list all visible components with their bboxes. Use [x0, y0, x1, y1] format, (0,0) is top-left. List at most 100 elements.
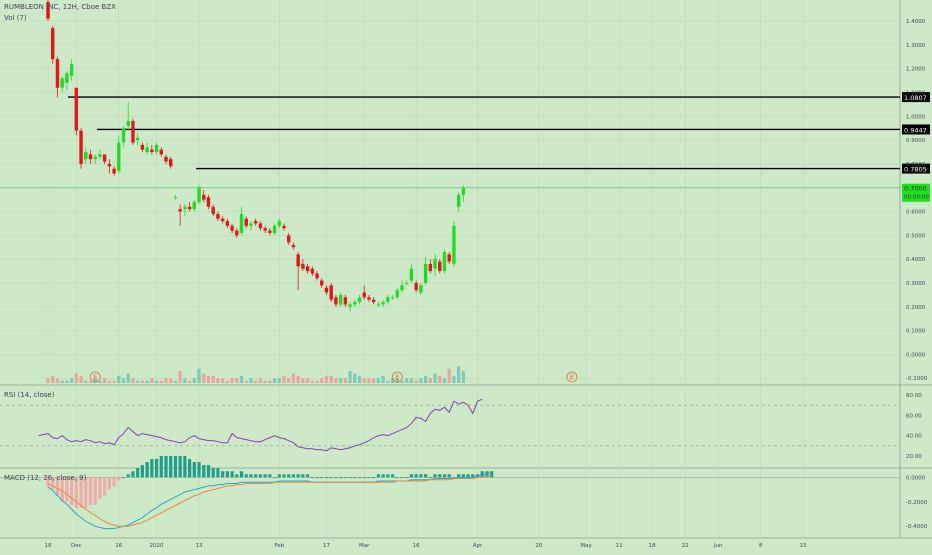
price-tick-label: 0.6000 [906, 210, 926, 216]
volume-bar [315, 380, 319, 383]
macd-histogram-bar [173, 455, 178, 478]
earnings-marker-label: E [93, 374, 97, 382]
candle-body [154, 144, 159, 153]
level-label-box [902, 92, 930, 103]
candle-body [301, 263, 305, 269]
time-tick-label: 2020 [150, 543, 164, 549]
current-price-box [902, 183, 930, 202]
time-tick-label: 16 [115, 543, 122, 549]
volume-bar [150, 378, 154, 383]
price-tick-label: 0.4000 [906, 257, 926, 263]
volume-bar [381, 375, 385, 383]
candle-body [211, 206, 215, 214]
time-tick-label: 13 [196, 543, 203, 549]
macd-histogram-bar [353, 477, 357, 479]
macd-histogram-bar [145, 462, 149, 478]
candle-body [310, 268, 315, 274]
price-tick-label: 0.3000 [906, 281, 926, 287]
volume-bar [442, 378, 447, 383]
macd-histogram-bar [126, 474, 130, 478]
macd-histogram-bar [136, 468, 140, 478]
macd-histogram-bar [447, 474, 451, 478]
candle-body [187, 206, 192, 210]
macd-histogram-bar [287, 474, 291, 478]
candle-body [324, 287, 329, 293]
candle-body [447, 254, 451, 262]
macd-tick-label: -0.4000 [906, 524, 928, 530]
volume-bar [239, 375, 244, 383]
macd-histogram-bar [461, 474, 465, 478]
volume-bar [159, 380, 163, 383]
candle-body [371, 299, 376, 303]
volume-bar [211, 375, 215, 383]
macd-histogram-bar [362, 477, 366, 479]
candle-body [348, 304, 352, 307]
price-tick-label: 0.0000 [906, 352, 926, 358]
candle-body [282, 225, 286, 229]
candle-body [216, 213, 220, 219]
macd-histogram-bar [433, 474, 437, 478]
macd-histogram-bar [74, 477, 78, 508]
candle-body [60, 78, 64, 88]
macd-histogram-bar [381, 474, 385, 478]
candle-body [178, 209, 182, 212]
macd-histogram-bar [202, 465, 206, 478]
macd-histogram-bar [339, 477, 343, 479]
volume-bar [221, 378, 225, 383]
candle-body [268, 230, 272, 233]
time-tick-label: Jun [713, 543, 723, 549]
macd-histogram-bar [324, 477, 329, 479]
macd-histogram-bar [216, 468, 220, 478]
candle-body [230, 225, 234, 231]
volume-bar [107, 380, 111, 383]
macd-histogram-bar [183, 455, 187, 478]
price-tick-label: -0.1000 [906, 376, 928, 382]
macd-histogram-bar [249, 474, 253, 478]
candle-body [164, 156, 168, 162]
volume-bar [296, 375, 300, 383]
macd-histogram-bar [112, 477, 116, 487]
volume-bar [126, 373, 130, 383]
candle-body [102, 154, 107, 162]
volume-bar [263, 380, 267, 383]
candle-body [362, 292, 366, 298]
time-tick-label: Apr [473, 543, 483, 549]
macd-histogram-bar [79, 477, 83, 508]
macd-histogram-bar [221, 471, 225, 478]
earnings-marker [566, 371, 578, 383]
macd-histogram-bar [301, 474, 305, 478]
candle-body [235, 230, 239, 236]
candle-body [461, 187, 466, 195]
macd-histogram-bar [329, 477, 333, 479]
macd-histogram-bar [372, 477, 376, 479]
candle-body [51, 28, 55, 60]
volume-bar [390, 378, 395, 383]
volume-bar [386, 380, 390, 383]
volume-bar [93, 378, 97, 383]
volume-bar [306, 378, 310, 383]
candle-body [244, 218, 248, 226]
macd-histogram-bar [103, 477, 107, 496]
candle-body [442, 252, 447, 272]
macd-histogram-bar [60, 477, 64, 502]
candle-body [452, 225, 456, 264]
candle-body [65, 73, 69, 83]
current-price-countdown: 00:00:00 [904, 195, 929, 201]
volume-bar [225, 380, 229, 383]
volume-bar [230, 378, 234, 383]
price-tick-label: 1.2000 [906, 67, 926, 73]
macd-tick-label: 0.0000 [906, 475, 926, 481]
macd-histogram-bar [254, 474, 258, 478]
macd-histogram-bar [192, 462, 196, 478]
level-label: 0.9447 [904, 126, 927, 134]
macd-histogram-bar [405, 477, 409, 479]
volume-bar [88, 380, 93, 383]
macd-histogram-bar [452, 477, 456, 479]
macd-histogram-bar [164, 455, 168, 478]
volume-bar [197, 368, 201, 383]
current-price-label: 0.7000 [904, 185, 927, 193]
volume-bar [258, 378, 262, 383]
price-tick-label: 1.3000 [906, 43, 926, 49]
candle-body [169, 159, 173, 167]
